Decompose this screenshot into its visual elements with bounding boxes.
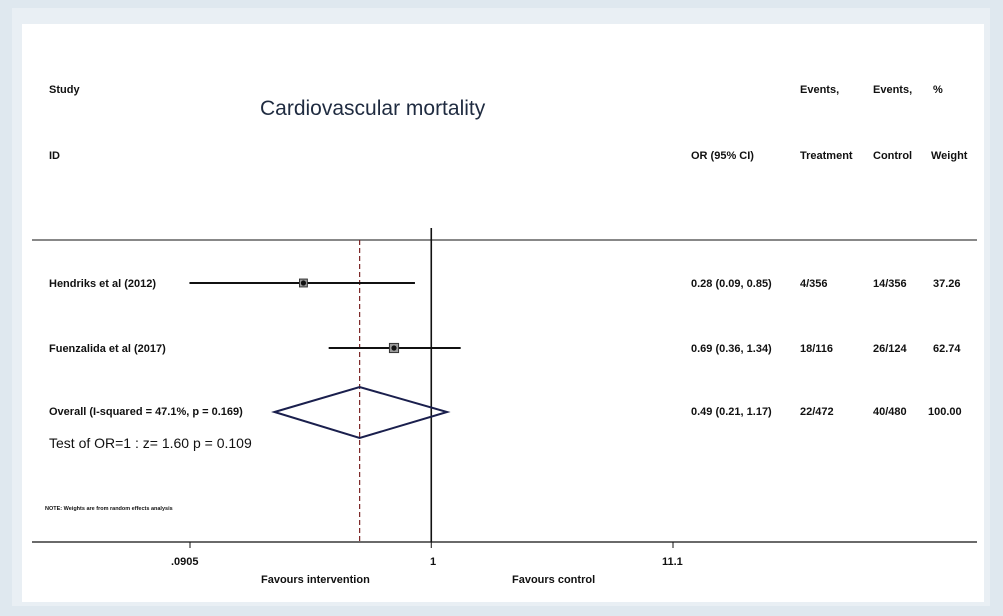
overall-or-ci: 0.49 (0.21, 1.17) xyxy=(691,406,772,418)
row-treatment-events: 18/116 xyxy=(800,343,834,355)
header-id: ID xyxy=(49,150,60,162)
favours-intervention-label: Favours intervention xyxy=(261,574,370,586)
row-weight: 62.74 xyxy=(933,343,961,355)
header-events-control-top: Events, xyxy=(873,84,913,96)
overall-control-events: 40/480 xyxy=(873,406,907,418)
row-control-events: 26/124 xyxy=(873,343,907,355)
row-study: Hendriks et al (2012) xyxy=(49,278,156,290)
header-or-ci: OR (95% CI) xyxy=(691,150,754,162)
overall-weight: 100.00 xyxy=(928,406,962,418)
row-treatment-events: 4/356 xyxy=(800,278,828,290)
row-or-ci: 0.69 (0.36, 1.34) xyxy=(691,343,772,355)
header-events-treatment-top: Events, xyxy=(800,84,840,96)
row-weight: 37.26 xyxy=(933,278,961,290)
forest-plot-panel: Study ID Cardiovascular mortality OR (95… xyxy=(22,24,984,602)
row-study: Fuenzalida et al (2017) xyxy=(49,343,166,355)
x-tick-label: .0905 xyxy=(171,556,199,568)
favours-control-label: Favours control xyxy=(512,574,596,586)
header-weight-top: % xyxy=(933,84,943,96)
row-control-events: 14/356 xyxy=(873,278,907,290)
overall-test: Test of OR=1 : z= 1.60 p = 0.109 xyxy=(49,435,252,451)
overall-diamond xyxy=(271,385,451,440)
row-or-ci: 0.28 (0.09, 0.85) xyxy=(691,278,772,290)
chart-title: Cardiovascular mortality xyxy=(260,97,486,120)
header-study: Study xyxy=(49,84,80,96)
header-weight-bottom: Weight xyxy=(931,150,968,162)
study-point-estimate xyxy=(300,280,307,286)
header-events-control-bottom: Control xyxy=(873,150,913,162)
study-point-estimate xyxy=(391,345,397,351)
x-tick-label: 11.1 xyxy=(662,556,683,568)
forest-plot-graphic xyxy=(32,228,977,548)
overall-treatment-events: 22/472 xyxy=(800,406,834,418)
header-events-treatment-bottom: Treatment xyxy=(800,150,853,162)
overall-label: Overall (I-squared = 47.1%, p = 0.169) xyxy=(49,406,243,418)
weights-note: NOTE: Weights are from random effects an… xyxy=(45,506,173,512)
x-tick-label: 1 xyxy=(430,556,437,568)
